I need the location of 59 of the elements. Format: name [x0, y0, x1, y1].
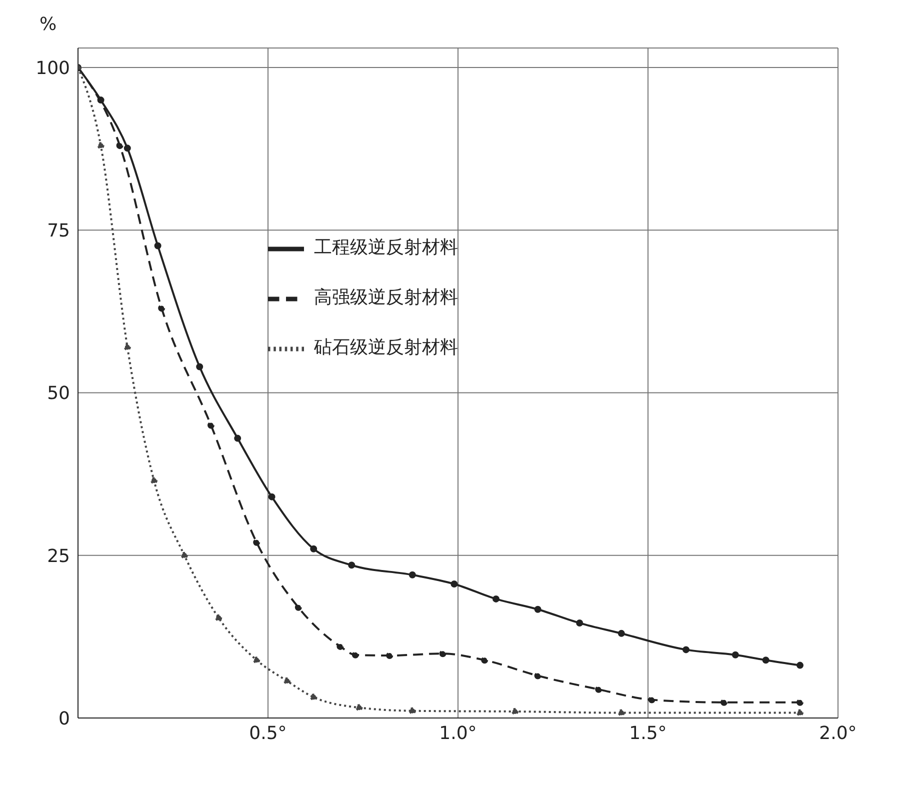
point [386, 652, 394, 660]
x-tick-label: 2.0° [819, 722, 857, 744]
point [348, 562, 356, 569]
point [215, 614, 222, 622]
point [481, 656, 488, 664]
point [268, 493, 276, 500]
x-tick-label: 1.0° [439, 722, 477, 744]
x-tick-label: 0.5° [249, 722, 287, 744]
point [97, 96, 104, 104]
point [512, 708, 518, 715]
point [208, 422, 214, 429]
point [180, 552, 188, 559]
point [762, 656, 770, 664]
point [116, 142, 124, 150]
y-tick-label: 25 [47, 546, 70, 567]
point [796, 709, 804, 716]
point [196, 363, 204, 370]
point [408, 707, 416, 714]
point [576, 620, 584, 627]
point [408, 571, 416, 578]
point [97, 142, 104, 150]
point [150, 477, 158, 484]
point [284, 677, 290, 684]
point [492, 595, 500, 602]
point [450, 580, 458, 588]
y-tick-label: 100 [36, 58, 70, 79]
point [648, 696, 656, 704]
point [356, 704, 363, 712]
point [294, 604, 302, 611]
point [124, 144, 131, 152]
point [720, 698, 728, 706]
legend-label: 高强级逆反射材料 [314, 287, 458, 308]
point [158, 304, 166, 312]
point [534, 672, 542, 680]
point [682, 646, 690, 654]
point [310, 694, 318, 701]
legend-label: 砧石级逆反射材料 [314, 337, 458, 358]
y-tick-label: 50 [47, 383, 70, 404]
point [352, 651, 359, 658]
point [439, 650, 446, 658]
x-tick-label: 1.5° [629, 722, 667, 744]
point [796, 662, 804, 669]
point [618, 630, 625, 637]
point [124, 344, 131, 351]
point [253, 656, 260, 664]
point [732, 651, 739, 658]
point [234, 434, 242, 442]
point [336, 642, 344, 650]
y-tick-label: 0 [58, 708, 70, 730]
point [618, 709, 625, 716]
legend-label: 工程级逆反射材料 [314, 237, 458, 258]
point [595, 686, 602, 693]
point [154, 242, 162, 250]
point [310, 545, 318, 552]
point [796, 698, 804, 706]
y-tick-label: 75 [47, 220, 70, 242]
y-axis-title: % [39, 14, 57, 35]
point [534, 606, 542, 613]
point [253, 538, 260, 546]
